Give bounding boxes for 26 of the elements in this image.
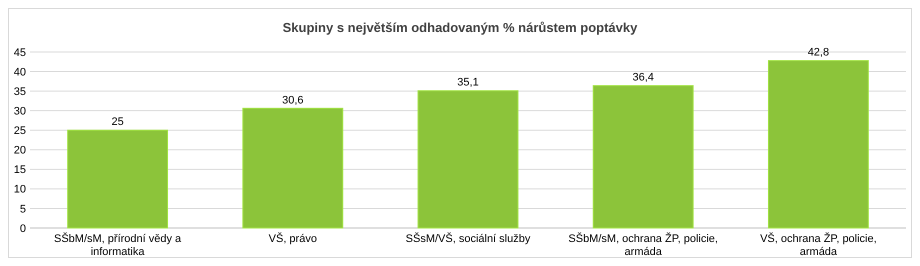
data-label: 42,8	[808, 46, 830, 59]
bar	[592, 85, 694, 228]
x-tick-label: SŠbM/sM, ochrana ŽP, policie, armáda	[568, 232, 718, 258]
y-tick-label: 40	[14, 66, 26, 78]
chart-title: Skupiny s největším odhadovaným % nárůstem poptávky	[282, 20, 638, 35]
data-label: 25	[111, 116, 124, 128]
data-label: 30,6	[282, 94, 304, 106]
y-tick-label: 20	[14, 144, 26, 157]
y-tick-label: 30	[14, 106, 26, 118]
y-tick-label: 15	[14, 164, 26, 176]
x-tick-label: SŠbM/sM, přírodní vědy a informatika	[54, 232, 182, 258]
y-tick-label: 35	[14, 86, 26, 98]
data-label: 35,1	[457, 76, 479, 89]
x-tick-label: VŠ, ochrana ŽP, policie, armáda	[760, 232, 877, 258]
y-tick-label: 45	[14, 46, 26, 59]
y-tick-label: 0	[20, 222, 26, 235]
x-tick-label: SŠsM/VŠ, sociální služby	[406, 232, 531, 245]
x-tick-label: VŠ, právo	[268, 232, 317, 245]
data-label: 36,4	[632, 72, 654, 84]
bar	[242, 108, 344, 228]
y-tick-label: 10	[14, 184, 26, 196]
bar	[768, 60, 869, 228]
y-tick-label: 25	[14, 125, 26, 138]
bar	[67, 130, 168, 228]
y-tick-label: 5	[20, 203, 26, 216]
bar	[418, 90, 518, 228]
